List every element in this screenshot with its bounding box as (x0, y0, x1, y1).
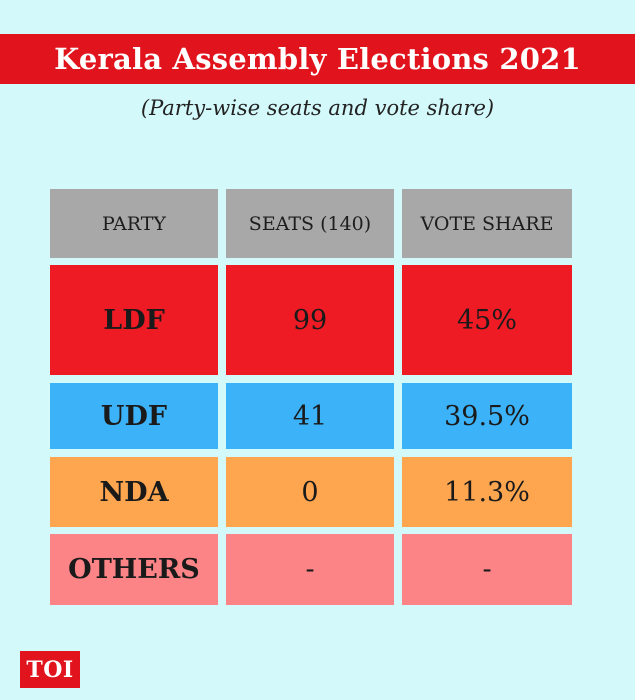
cell-ldf-vote-share: 45% (402, 265, 572, 375)
toi-logo: TOI (20, 651, 80, 688)
cell-ldf-seats: 99 (226, 265, 394, 375)
title-banner: Kerala Assembly Elections 2021 (0, 34, 635, 84)
cell-udf-seats: 41 (226, 383, 394, 449)
results-table: PARTY SEATS (140) VOTE SHARE LDF 99 45% UDF 41 3… (50, 189, 572, 605)
cell-udf-party: UDF (50, 383, 218, 449)
toi-logo-text: TOI (26, 656, 74, 683)
cell-others-party: OTHERS (50, 534, 218, 605)
header-cell-party: PARTY (50, 189, 218, 258)
page-title: Kerala Assembly Elections 2021 (54, 42, 581, 76)
cell-udf-vote-share: 39.5% (402, 383, 572, 449)
header-cell-vote-share: VOTE SHARE (402, 189, 572, 258)
cell-nda-seats: 0 (226, 457, 394, 527)
cell-nda-vote-share: 11.3% (402, 457, 572, 527)
page-subtitle: (Party-wise seats and vote share) (140, 96, 495, 120)
header-cell-seats: SEATS (140) (226, 189, 394, 258)
cell-others-vote-share: - (402, 534, 572, 605)
cell-others-seats: - (226, 534, 394, 605)
cell-ldf-party: LDF (50, 265, 218, 375)
cell-nda-party: NDA (50, 457, 218, 527)
